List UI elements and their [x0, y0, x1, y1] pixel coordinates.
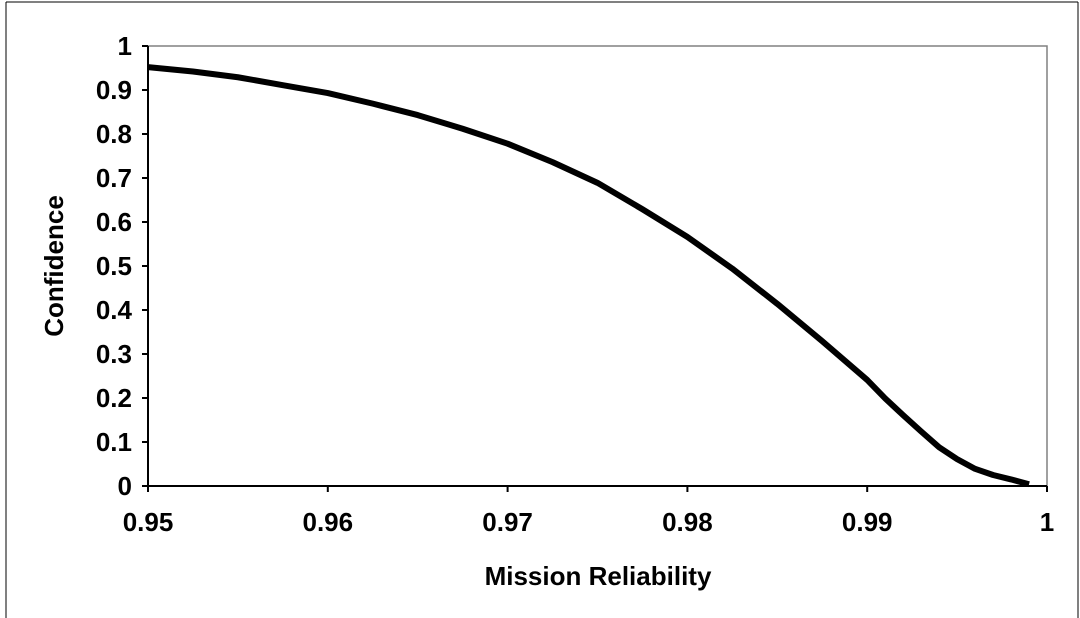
- y-tick-label: 0.4: [96, 295, 133, 325]
- y-tick-label: 1: [118, 31, 132, 61]
- x-axis-title: Mission Reliability: [485, 561, 712, 591]
- y-tick-label: 0.1: [96, 427, 132, 457]
- x-axis-ticks: 0.95 0.96 0.97 0.98 0.99 1: [123, 486, 1054, 537]
- y-axis-ticks: 0 0.1 0.2 0.3 0.4 0.5 0.6 0.7 0.8 0.9 1: [96, 31, 148, 501]
- y-tick-label: 0.3: [96, 339, 132, 369]
- x-tick-label: 0.97: [482, 507, 533, 537]
- x-tick-label: 0.95: [123, 507, 174, 537]
- y-tick-label: 0.7: [96, 163, 132, 193]
- x-tick-label: 0.98: [662, 507, 713, 537]
- x-tick-label: 0.99: [842, 507, 893, 537]
- y-axis-title: Confidence: [39, 195, 69, 337]
- x-tick-label: 0.96: [302, 507, 353, 537]
- y-tick-label: 0.8: [96, 119, 132, 149]
- y-tick-label: 0.6: [96, 207, 132, 237]
- confidence-series-line: [147, 64, 1030, 488]
- y-tick-label: 0: [118, 471, 132, 501]
- y-tick-label: 0.9: [96, 75, 132, 105]
- x-tick-label: 1: [1040, 507, 1054, 537]
- series-layer: [147, 64, 1030, 488]
- y-tick-label: 0.5: [96, 251, 132, 281]
- y-tick-label: 0.2: [96, 383, 132, 413]
